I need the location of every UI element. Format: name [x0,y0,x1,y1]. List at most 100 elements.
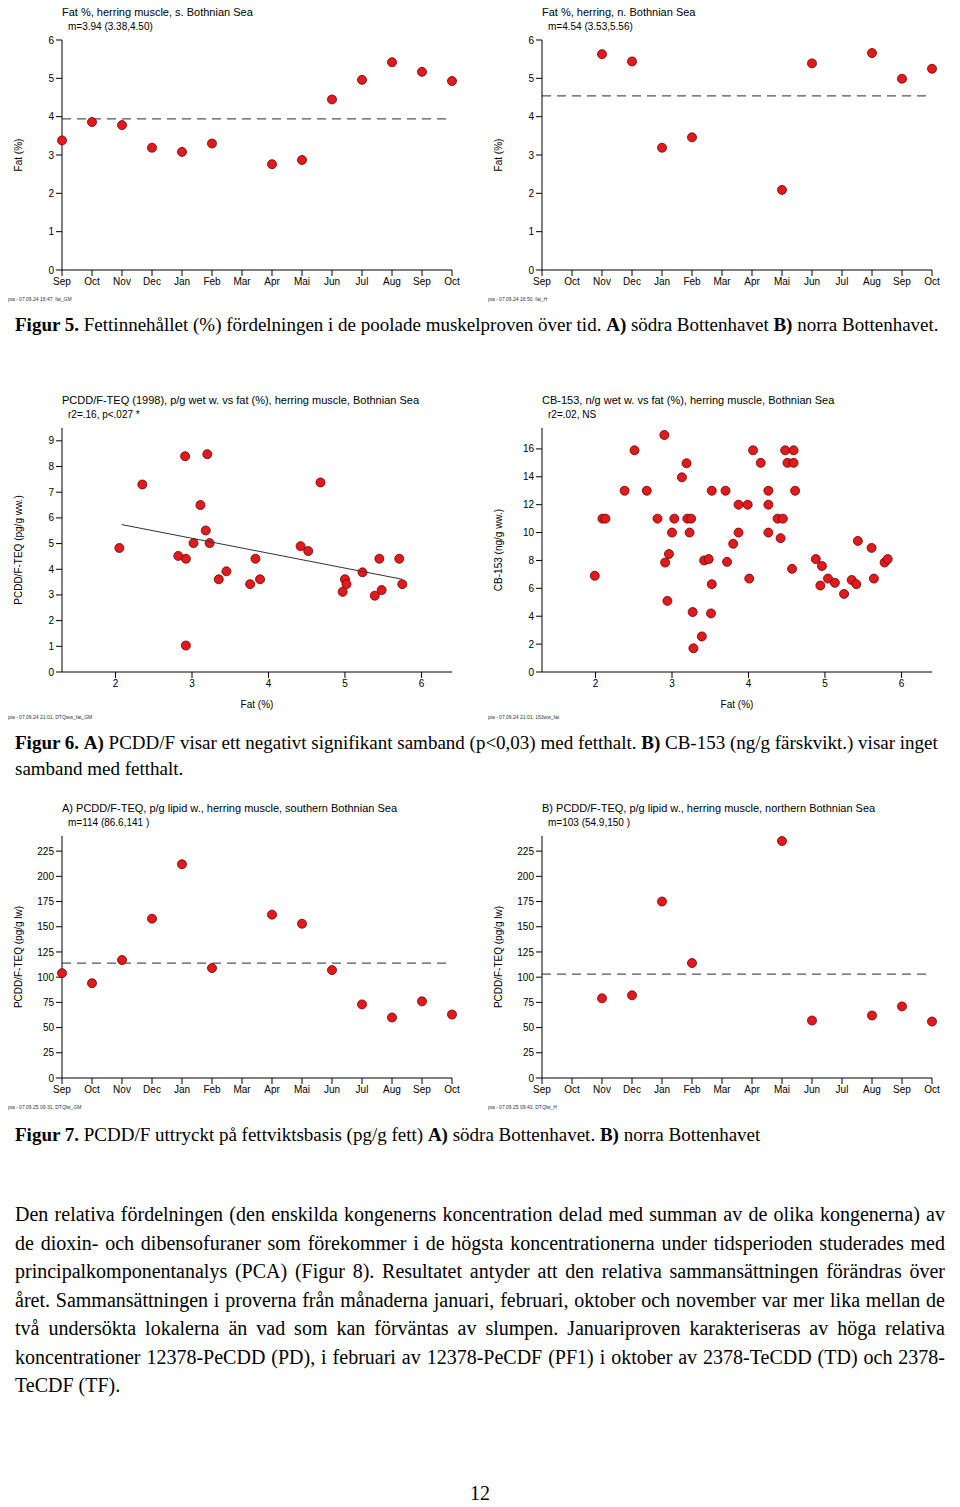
svg-text:Feb: Feb [683,276,701,287]
svg-text:2: 2 [48,188,54,199]
svg-text:200: 200 [37,871,54,882]
svg-text:3: 3 [669,678,675,689]
svg-text:Mar: Mar [713,1084,731,1095]
svg-text:2: 2 [593,678,599,689]
svg-text:Dec: Dec [623,1084,641,1095]
svg-text:Sep: Sep [533,1084,551,1095]
svg-text:16: 16 [523,443,535,454]
svg-text:200: 200 [517,871,534,882]
svg-text:14: 14 [523,471,535,482]
svg-text:Mar: Mar [233,1084,251,1095]
svg-text:225: 225 [517,846,534,857]
svg-text:7: 7 [48,487,54,498]
svg-text:5: 5 [48,73,54,84]
svg-text:0: 0 [48,1073,54,1084]
svg-text:0: 0 [528,667,534,678]
svg-text:2: 2 [528,639,534,650]
svg-text:Jul: Jul [356,276,369,287]
svg-text:Nov: Nov [113,1084,131,1095]
svg-text:6: 6 [528,583,534,594]
svg-text:4: 4 [528,611,534,622]
svg-text:150: 150 [37,921,54,932]
svg-text:25: 25 [523,1047,535,1058]
svg-text:Aug: Aug [383,1084,401,1095]
svg-text:2: 2 [48,615,54,626]
svg-text:Dec: Dec [143,276,161,287]
svg-text:125: 125 [517,947,534,958]
svg-text:Nov: Nov [593,1084,611,1095]
svg-text:0: 0 [48,667,54,678]
svg-text:8: 8 [528,555,534,566]
svg-text:0: 0 [528,1073,534,1084]
svg-text:Oct: Oct [84,1084,100,1095]
svg-text:Apr: Apr [744,1084,760,1095]
svg-text:Fat (%): Fat (%) [13,139,24,172]
svg-text:Mai: Mai [774,1084,790,1095]
svg-text:Sep: Sep [413,276,431,287]
svg-text:3: 3 [189,678,195,689]
svg-text:4: 4 [746,678,752,689]
svg-text:2: 2 [113,678,119,689]
svg-text:Jul: Jul [356,1084,369,1095]
svg-text:25: 25 [43,1047,55,1058]
svg-text:Oct: Oct [924,276,940,287]
svg-text:50: 50 [523,1022,535,1033]
svg-text:1: 1 [48,641,54,652]
svg-text:1: 1 [48,226,54,237]
svg-text:Sep: Sep [413,1084,431,1095]
svg-text:4: 4 [48,564,54,575]
svg-text:Jan: Jan [174,1084,190,1095]
svg-text:6: 6 [419,678,425,689]
svg-text:Feb: Feb [203,1084,221,1095]
svg-text:75: 75 [43,997,55,1008]
svg-text:5: 5 [342,678,348,689]
svg-text:100: 100 [517,972,534,983]
svg-text:3: 3 [48,589,54,600]
svg-text:100: 100 [37,972,54,983]
svg-text:4: 4 [48,111,54,122]
svg-text:Oct: Oct [564,1084,580,1095]
svg-text:Mar: Mar [233,276,251,287]
svg-text:Feb: Feb [683,1084,701,1095]
svg-text:Dec: Dec [623,276,641,287]
svg-text:12: 12 [523,499,535,510]
svg-text:Fat (%): Fat (%) [721,699,754,710]
svg-text:3: 3 [528,150,534,161]
svg-text:3: 3 [48,150,54,161]
svg-text:Jul: Jul [836,276,849,287]
svg-text:Jul: Jul [836,1084,849,1095]
svg-text:Sep: Sep [53,276,71,287]
svg-text:150: 150 [517,921,534,932]
svg-text:Jun: Jun [804,1084,820,1095]
svg-text:5: 5 [822,678,828,689]
svg-text:Mai: Mai [294,1084,310,1095]
svg-text:Oct: Oct [444,276,460,287]
svg-text:4: 4 [266,678,272,689]
svg-text:75: 75 [523,997,535,1008]
svg-text:Sep: Sep [893,276,911,287]
svg-text:Oct: Oct [924,1084,940,1095]
svg-text:Sep: Sep [533,276,551,287]
svg-text:4: 4 [528,111,534,122]
svg-text:Fat (%): Fat (%) [493,139,504,172]
svg-text:Apr: Apr [264,1084,280,1095]
svg-text:Mar: Mar [713,276,731,287]
svg-text:Feb: Feb [203,276,221,287]
svg-text:Fat (%): Fat (%) [241,699,274,710]
svg-text:Sep: Sep [53,1084,71,1095]
svg-text:225: 225 [37,846,54,857]
svg-text:Jan: Jan [174,276,190,287]
svg-text:Jun: Jun [324,1084,340,1095]
svg-text:6: 6 [899,678,905,689]
svg-text:PCDD/F-TEQ (pg/g lw): PCDD/F-TEQ (pg/g lw) [493,906,504,1008]
svg-text:0: 0 [48,265,54,276]
svg-text:Sep: Sep [893,1084,911,1095]
svg-text:Apr: Apr [264,276,280,287]
svg-text:125: 125 [37,947,54,958]
svg-text:Jan: Jan [654,1084,670,1095]
svg-text:6: 6 [528,35,534,46]
svg-text:Nov: Nov [593,276,611,287]
svg-text:Aug: Aug [863,276,881,287]
svg-text:5: 5 [528,73,534,84]
svg-text:Dec: Dec [143,1084,161,1095]
